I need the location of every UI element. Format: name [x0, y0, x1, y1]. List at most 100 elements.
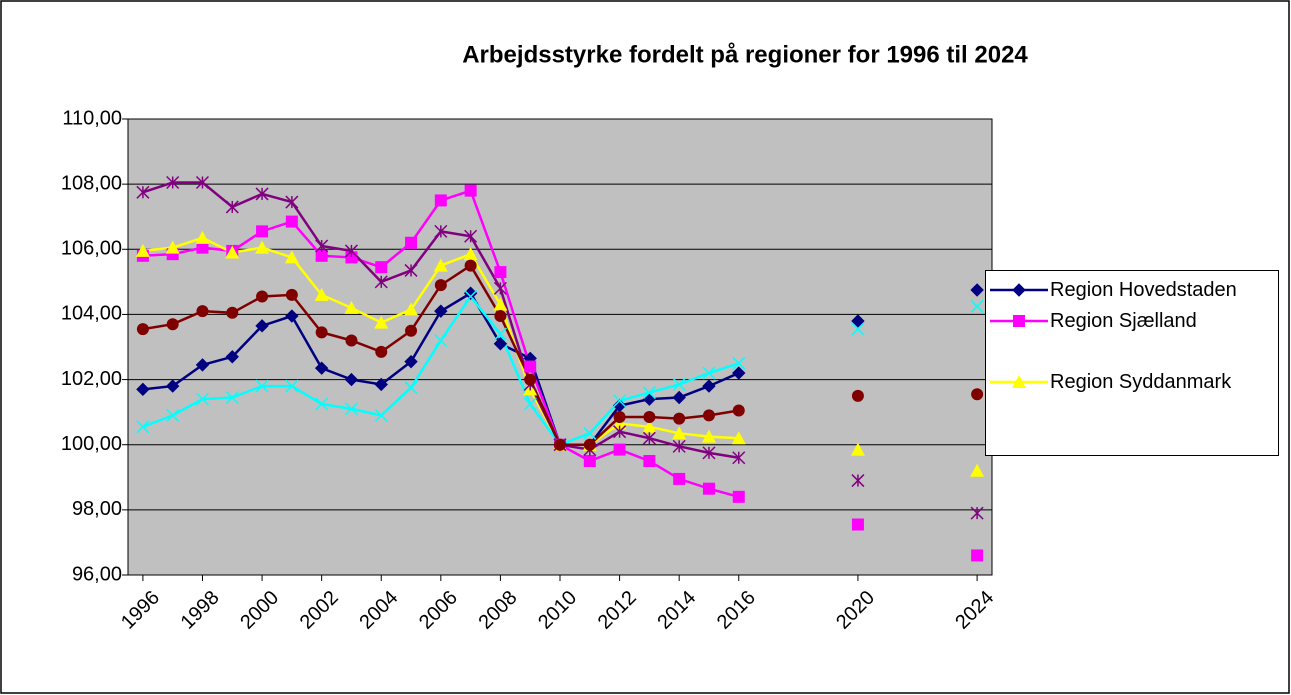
marker — [255, 187, 269, 201]
marker — [493, 337, 508, 351]
marker — [285, 215, 298, 228]
marker — [135, 243, 150, 257]
marker — [315, 249, 328, 262]
marker — [195, 230, 210, 244]
marker — [970, 506, 984, 520]
marker — [256, 290, 269, 303]
legend-swatch — [990, 315, 1048, 327]
marker — [612, 416, 627, 430]
marker — [463, 247, 478, 261]
legend-swatch — [990, 283, 1048, 297]
marker — [613, 411, 626, 424]
y-tick-label: 96,00 — [72, 563, 122, 585]
marker — [255, 379, 269, 393]
marker — [314, 361, 329, 375]
marker — [196, 241, 209, 254]
marker — [494, 266, 507, 279]
marker — [344, 372, 359, 387]
marker — [673, 412, 686, 425]
marker — [285, 195, 299, 209]
marker — [225, 245, 240, 259]
marker — [643, 455, 656, 467]
marker — [702, 482, 715, 495]
marker — [225, 350, 239, 364]
marker — [970, 299, 984, 313]
marker — [732, 366, 746, 380]
marker — [613, 394, 627, 408]
marker — [851, 314, 865, 328]
legend-item: Region Sjælland — [986, 306, 1278, 337]
marker — [195, 175, 210, 190]
marker — [672, 426, 687, 440]
plot-area — [127, 118, 993, 576]
marker — [345, 334, 358, 347]
marker — [613, 443, 626, 456]
marker — [374, 275, 388, 289]
marker — [404, 263, 418, 277]
marker — [583, 455, 596, 467]
marker — [613, 425, 627, 439]
marker — [375, 345, 388, 358]
marker — [493, 281, 507, 295]
marker — [642, 386, 656, 400]
y-tick-label: 102,00 — [61, 368, 122, 390]
marker — [166, 318, 179, 331]
marker — [583, 438, 596, 451]
marker — [344, 402, 358, 416]
marker — [225, 200, 239, 214]
marker — [494, 310, 507, 323]
marker — [493, 297, 508, 311]
marker — [433, 258, 448, 272]
marker — [523, 397, 537, 411]
marker — [643, 411, 656, 424]
marker — [464, 259, 477, 272]
marker — [464, 289, 478, 304]
marker — [732, 490, 745, 503]
marker — [642, 431, 656, 445]
marker — [404, 354, 418, 369]
marker — [136, 185, 150, 199]
marker — [702, 366, 716, 380]
marker — [850, 442, 865, 456]
y-tick-label: 98,00 — [72, 498, 122, 520]
marker — [464, 184, 477, 197]
marker — [196, 305, 209, 318]
y-tick-label: 104,00 — [61, 303, 122, 325]
marker — [404, 381, 418, 395]
marker — [434, 333, 448, 348]
marker — [434, 224, 448, 238]
legend-label: Region Hovedstaden — [1050, 279, 1237, 301]
marker — [672, 439, 686, 453]
marker — [673, 472, 686, 485]
marker — [344, 244, 358, 258]
marker — [464, 229, 478, 243]
marker — [701, 429, 716, 443]
marker — [732, 451, 746, 465]
marker — [195, 358, 210, 372]
marker — [255, 319, 269, 333]
marker — [315, 239, 329, 253]
marker — [463, 286, 478, 300]
marker — [851, 389, 864, 402]
marker — [375, 261, 388, 274]
marker — [165, 379, 180, 393]
marker — [256, 225, 269, 238]
marker — [583, 426, 597, 440]
marker — [314, 287, 329, 301]
marker — [225, 390, 239, 405]
marker — [405, 236, 418, 249]
marker — [732, 356, 746, 370]
chart-title: Arbejdsstyrke fordelt på regioner for 19… — [462, 41, 1028, 68]
y-tick-label: 110,00 — [62, 107, 122, 129]
marker — [315, 326, 328, 339]
marker — [970, 463, 985, 477]
marker — [1013, 315, 1025, 327]
marker — [434, 304, 448, 318]
marker — [404, 302, 419, 316]
marker — [702, 409, 715, 422]
legend-swatch — [990, 375, 1048, 388]
marker — [405, 324, 418, 337]
marker — [851, 518, 864, 531]
marker — [166, 408, 180, 422]
